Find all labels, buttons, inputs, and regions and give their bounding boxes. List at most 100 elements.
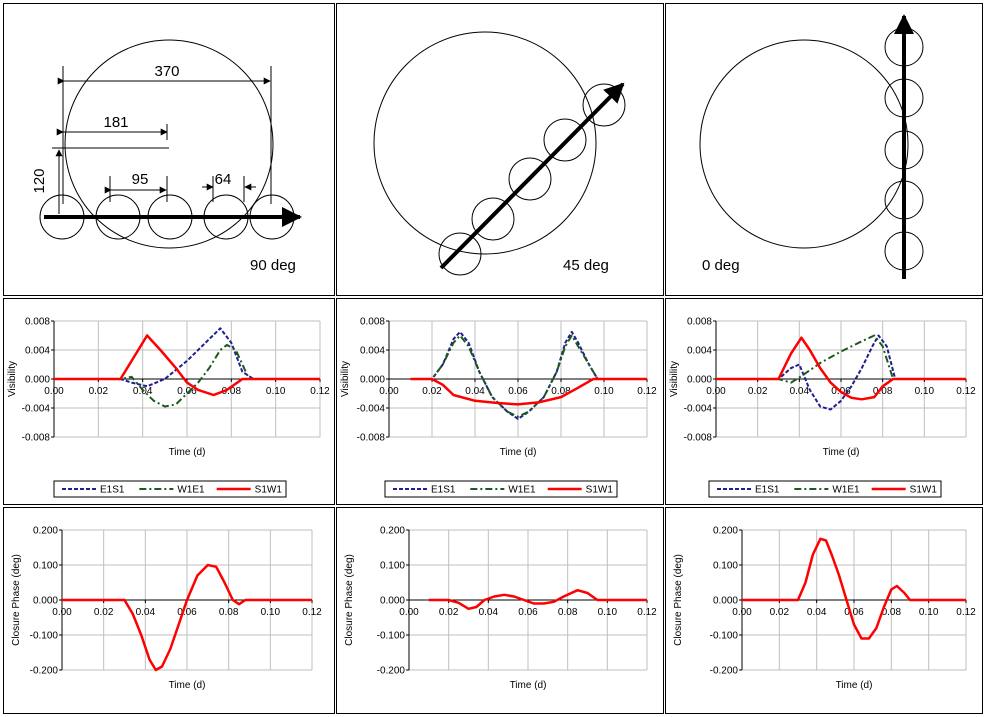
x-axis-title: Time (d)	[836, 680, 873, 691]
closure-chart-0deg-frame: 0.00 0.02 0.04 0.06 0.08 0.10 0.12 0.200 0.100 0.…	[665, 507, 983, 714]
x-tick-label: 0.12	[956, 607, 976, 618]
x-tick-label: 0.00	[44, 386, 64, 397]
x-tick-label: 0.10	[598, 607, 618, 618]
legend-label: W1E1	[177, 485, 205, 496]
x-tick-label: 0.06	[177, 386, 197, 397]
y-tick-label: 0.000	[713, 596, 738, 607]
series-line-s1w1	[716, 336, 966, 401]
y-tick-label: 0.000	[25, 375, 50, 386]
geometry-panel-90deg: 370 181 95 64 120 90 deg	[3, 3, 335, 296]
dim-181: 181	[103, 114, 128, 131]
legend-label: W1E1	[832, 485, 860, 496]
geometry-panel-45deg: 45 deg	[336, 3, 664, 296]
y-tick-label: -0.200	[710, 666, 739, 677]
x-tick-label: 0.08	[551, 386, 571, 397]
x-tick-label: 0.12	[637, 386, 657, 397]
closure-chart-45deg-frame: 0.00 0.02 0.04 0.06 0.08 0.10 0.12 0.200 0.100 0.…	[336, 507, 664, 714]
y-tick-label: -0.004	[684, 404, 713, 415]
x-tick-label: 0.04	[807, 607, 827, 618]
x-tick-label: 0.04	[479, 607, 499, 618]
y-tick-label: 0.004	[687, 346, 712, 357]
legend-label: S1W1	[910, 485, 938, 496]
x-tick-label: 0.02	[422, 386, 442, 397]
x-tick-label: 0.00	[52, 607, 72, 618]
geometry-diagram-90deg: 370 181 95 64 120 90 deg	[31, 39, 302, 274]
geometry-diagram-45deg: 45 deg	[373, 31, 626, 276]
y-tick-label: -0.008	[22, 433, 51, 444]
x-axis-title: Time (d)	[169, 680, 206, 691]
x-tick-label: 0.00	[706, 386, 726, 397]
x-axis-title: Time (d)	[500, 447, 537, 458]
y-tick-label: 0.100	[380, 561, 405, 572]
x-tick-label: 0.04	[136, 607, 156, 618]
y-tick-label: 0.000	[360, 375, 385, 386]
x-tick-label: 0.02	[748, 386, 768, 397]
legend-label: E1S1	[431, 485, 456, 496]
closure-chart-90deg-frame: 0.00 0.02 0.04 0.06 0.08 0.10 0.12 0.200 0.100 0.…	[3, 507, 335, 714]
x-tick-label: 0.12	[310, 386, 330, 397]
legend: E1S1 W1E1 S1W1	[708, 480, 942, 498]
y-tick-label: 0.008	[25, 317, 50, 328]
y-tick-label: 0.004	[25, 346, 50, 357]
series-line-w1e1	[410, 334, 647, 418]
legend-label: S1W1	[586, 485, 614, 496]
y-tick-label: 0.200	[33, 526, 58, 537]
angle-label-90deg: 90 deg	[250, 257, 296, 274]
x-tick-label: 0.04	[790, 386, 810, 397]
dim-370: 370	[154, 63, 179, 80]
series-line-w1e1	[54, 343, 320, 408]
visibility-chart-45deg-frame: 0.00 0.02 0.04 0.06 0.08 0.10 0.12 0.008 0.004 0.…	[336, 298, 664, 505]
y-axis-title: Visibility	[669, 361, 680, 397]
visibility-chart-0deg-frame: 0.00 0.02 0.04 0.06 0.08 0.10 0.12 0.008 0.004 0.…	[665, 298, 983, 505]
x-tick-label: 0.10	[594, 386, 614, 397]
visibility-chart-90deg-frame: 0.00 0.02 0.04 0.06 0.08 0.10 0.12 0.008 0.004 0.…	[3, 298, 335, 505]
x-tick-label: 0.06	[518, 607, 538, 618]
series-line-e1s1	[54, 327, 320, 388]
visibility-chart-0deg: 0.00 0.02 0.04 0.06 0.08 0.10 0.120.0080.0040.…	[669, 317, 976, 498]
x-tick-label: 0.06	[844, 607, 864, 618]
x-axis-title: Time (d)	[169, 447, 206, 458]
x-tick-label: 0.10	[266, 386, 286, 397]
dim-64: 64	[215, 171, 232, 188]
x-tick-label: 0.12	[302, 607, 322, 618]
y-axis-title: Closure Phase (deg)	[344, 554, 355, 646]
series-line-e1s1	[410, 330, 647, 420]
x-tick-label: 0.08	[558, 607, 578, 618]
y-tick-label: -0.200	[30, 666, 59, 677]
x-tick-label: 0.08	[873, 386, 893, 397]
series-line-s1w1	[742, 537, 966, 640]
x-tick-label: 0.00	[399, 607, 419, 618]
visibility-chart-90deg: 0.00 0.02 0.04 0.06 0.08 0.10 0.12 0.008 0.004 0.…	[7, 317, 330, 498]
y-tick-label: -0.008	[684, 433, 713, 444]
geometry-panel-0deg: 0 deg	[665, 3, 983, 296]
x-tick-label: 0.04	[133, 386, 153, 397]
y-tick-label: 0.000	[687, 375, 712, 386]
x-tick-label: 0.00	[732, 607, 752, 618]
series-line-e1s1	[716, 334, 966, 411]
series-line-s1w1	[54, 334, 320, 397]
x-tick-label: 0.10	[915, 386, 935, 397]
y-tick-label: -0.004	[357, 404, 386, 415]
y-axis-title: Closure Phase (deg)	[673, 554, 684, 646]
y-tick-label: -0.200	[377, 666, 406, 677]
y-tick-label: 0.004	[360, 346, 385, 357]
legend-label: S1W1	[255, 485, 283, 496]
geometry-diagram-0deg: 0 deg	[699, 14, 924, 279]
y-tick-label: -0.100	[377, 631, 406, 642]
y-tick-label: 0.000	[380, 596, 405, 607]
x-tick-label: 0.12	[956, 386, 976, 397]
dim-95: 95	[132, 171, 149, 188]
x-tick-label: 0.08	[222, 386, 242, 397]
y-axis-title: Visibility	[7, 361, 18, 397]
y-axis-title: Visibility	[340, 361, 351, 397]
x-tick-label: 0.02	[439, 607, 459, 618]
y-tick-label: 0.008	[360, 317, 385, 328]
y-tick-label: -0.100	[710, 631, 739, 642]
x-tick-label: 0.12	[637, 607, 657, 618]
closure-phase-chart-45deg: 0.00 0.02 0.04 0.06 0.08 0.10 0.12 0.200 0.100 0.…	[344, 526, 657, 692]
legend-label: E1S1	[100, 485, 125, 496]
angle-label-0deg: 0 deg	[702, 257, 740, 274]
series-line-s1w1	[62, 563, 312, 672]
x-tick-label: 0.10	[919, 607, 939, 618]
x-axis-title: Time (d)	[823, 447, 860, 458]
